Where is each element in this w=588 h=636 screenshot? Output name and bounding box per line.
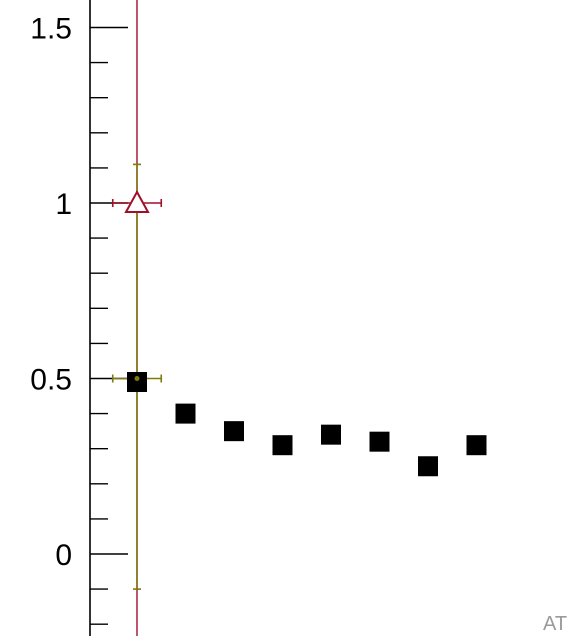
data-point-square (418, 456, 438, 477)
y-tick-label: 0.5 (30, 364, 72, 397)
data-point-square (175, 403, 196, 424)
data-point-square (369, 431, 390, 452)
data-point-square (321, 424, 341, 445)
data-point-square (127, 372, 147, 393)
y-tick-label: 1.5 (30, 13, 72, 46)
data-point-square (224, 421, 244, 442)
y-axis: 0 0.5 1 1.5 (30, 0, 128, 636)
markers-layer (124, 189, 487, 477)
data-point-triangle (124, 189, 150, 213)
data-point-square (466, 435, 487, 456)
data-point-dot (134, 376, 140, 381)
data-point-square (272, 435, 293, 456)
y-tick-label: 0 (55, 539, 72, 572)
watermark: AT (543, 613, 567, 635)
y-tick-label: 1 (55, 188, 72, 221)
